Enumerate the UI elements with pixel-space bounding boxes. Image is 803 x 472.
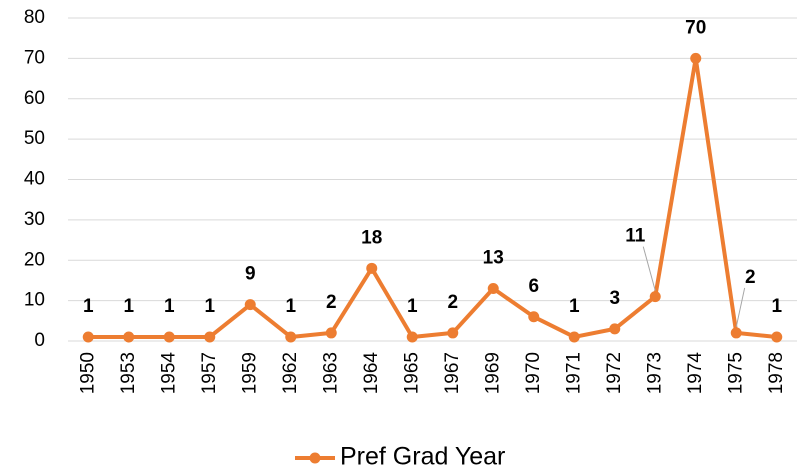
data-label: 9 xyxy=(245,264,256,285)
data-point xyxy=(609,323,621,335)
data-point xyxy=(123,331,135,343)
data-point xyxy=(649,291,661,303)
data-label: 1 xyxy=(204,296,215,317)
data-point xyxy=(487,283,499,295)
data-label: 2 xyxy=(326,292,337,313)
x-tick-label: 1964 xyxy=(361,352,382,395)
leader-line xyxy=(642,246,656,291)
x-tick-label: 1971 xyxy=(563,352,584,394)
data-point xyxy=(771,331,783,343)
y-tick-label: 0 xyxy=(34,330,45,351)
x-tick-label: 1954 xyxy=(158,352,179,395)
data-point xyxy=(730,327,742,339)
data-label: 1 xyxy=(285,296,296,317)
data-point xyxy=(447,327,459,339)
x-tick-label: 1978 xyxy=(766,352,787,394)
data-point xyxy=(285,331,297,343)
data-point xyxy=(244,299,256,311)
x-tick-label: 1965 xyxy=(401,352,422,394)
legend-marker xyxy=(309,452,321,464)
data-point xyxy=(406,331,418,343)
x-tick-label: 1975 xyxy=(725,352,746,394)
data-label: 3 xyxy=(609,288,620,309)
data-point xyxy=(568,331,580,343)
y-tick-label: 10 xyxy=(24,290,45,311)
y-tick-label: 80 xyxy=(24,7,45,28)
data-point xyxy=(366,262,378,274)
y-tick-label: 60 xyxy=(24,88,45,109)
y-tick-label: 30 xyxy=(24,209,45,230)
data-label: 1 xyxy=(569,296,580,317)
x-tick-label: 1974 xyxy=(685,352,706,395)
x-tick-label: 1963 xyxy=(320,352,341,394)
data-label: 11 xyxy=(625,226,646,247)
data-point xyxy=(163,331,175,343)
data-point xyxy=(528,311,540,323)
x-tick-label: 1957 xyxy=(199,352,220,394)
x-tick-label: 1959 xyxy=(239,352,260,394)
data-point xyxy=(690,52,702,64)
data-label: 2 xyxy=(447,292,458,313)
leader-line xyxy=(735,287,746,328)
x-tick-label: 1953 xyxy=(118,352,139,394)
data-point xyxy=(82,331,94,343)
series-line xyxy=(88,56,777,339)
y-tick-label: 70 xyxy=(24,47,45,68)
y-tick-label: 50 xyxy=(24,128,45,149)
data-label: 6 xyxy=(528,276,539,297)
data-label: 2 xyxy=(745,267,756,288)
x-tick-label: 1950 xyxy=(77,352,98,394)
data-label: 1 xyxy=(83,296,94,317)
x-tick-label: 1970 xyxy=(523,352,544,394)
data-label: 1 xyxy=(771,296,782,317)
data-label: 70 xyxy=(685,17,706,38)
legend-label: Pref Grad Year xyxy=(340,443,505,471)
x-tick-label: 1962 xyxy=(280,352,301,394)
data-label: 1 xyxy=(123,296,134,317)
data-label: 18 xyxy=(361,227,382,248)
x-tick-label: 1969 xyxy=(482,352,503,394)
x-tick-label: 1967 xyxy=(442,352,463,394)
data-label: 1 xyxy=(164,296,175,317)
y-tick-label: 20 xyxy=(24,249,45,270)
x-tick-label: 1972 xyxy=(604,352,625,394)
data-label: 13 xyxy=(483,248,504,269)
x-tick-label: 1973 xyxy=(644,352,665,394)
data-point xyxy=(204,331,216,343)
y-tick-label: 40 xyxy=(24,169,45,190)
data-label: 1 xyxy=(407,296,418,317)
data-point xyxy=(325,327,337,339)
